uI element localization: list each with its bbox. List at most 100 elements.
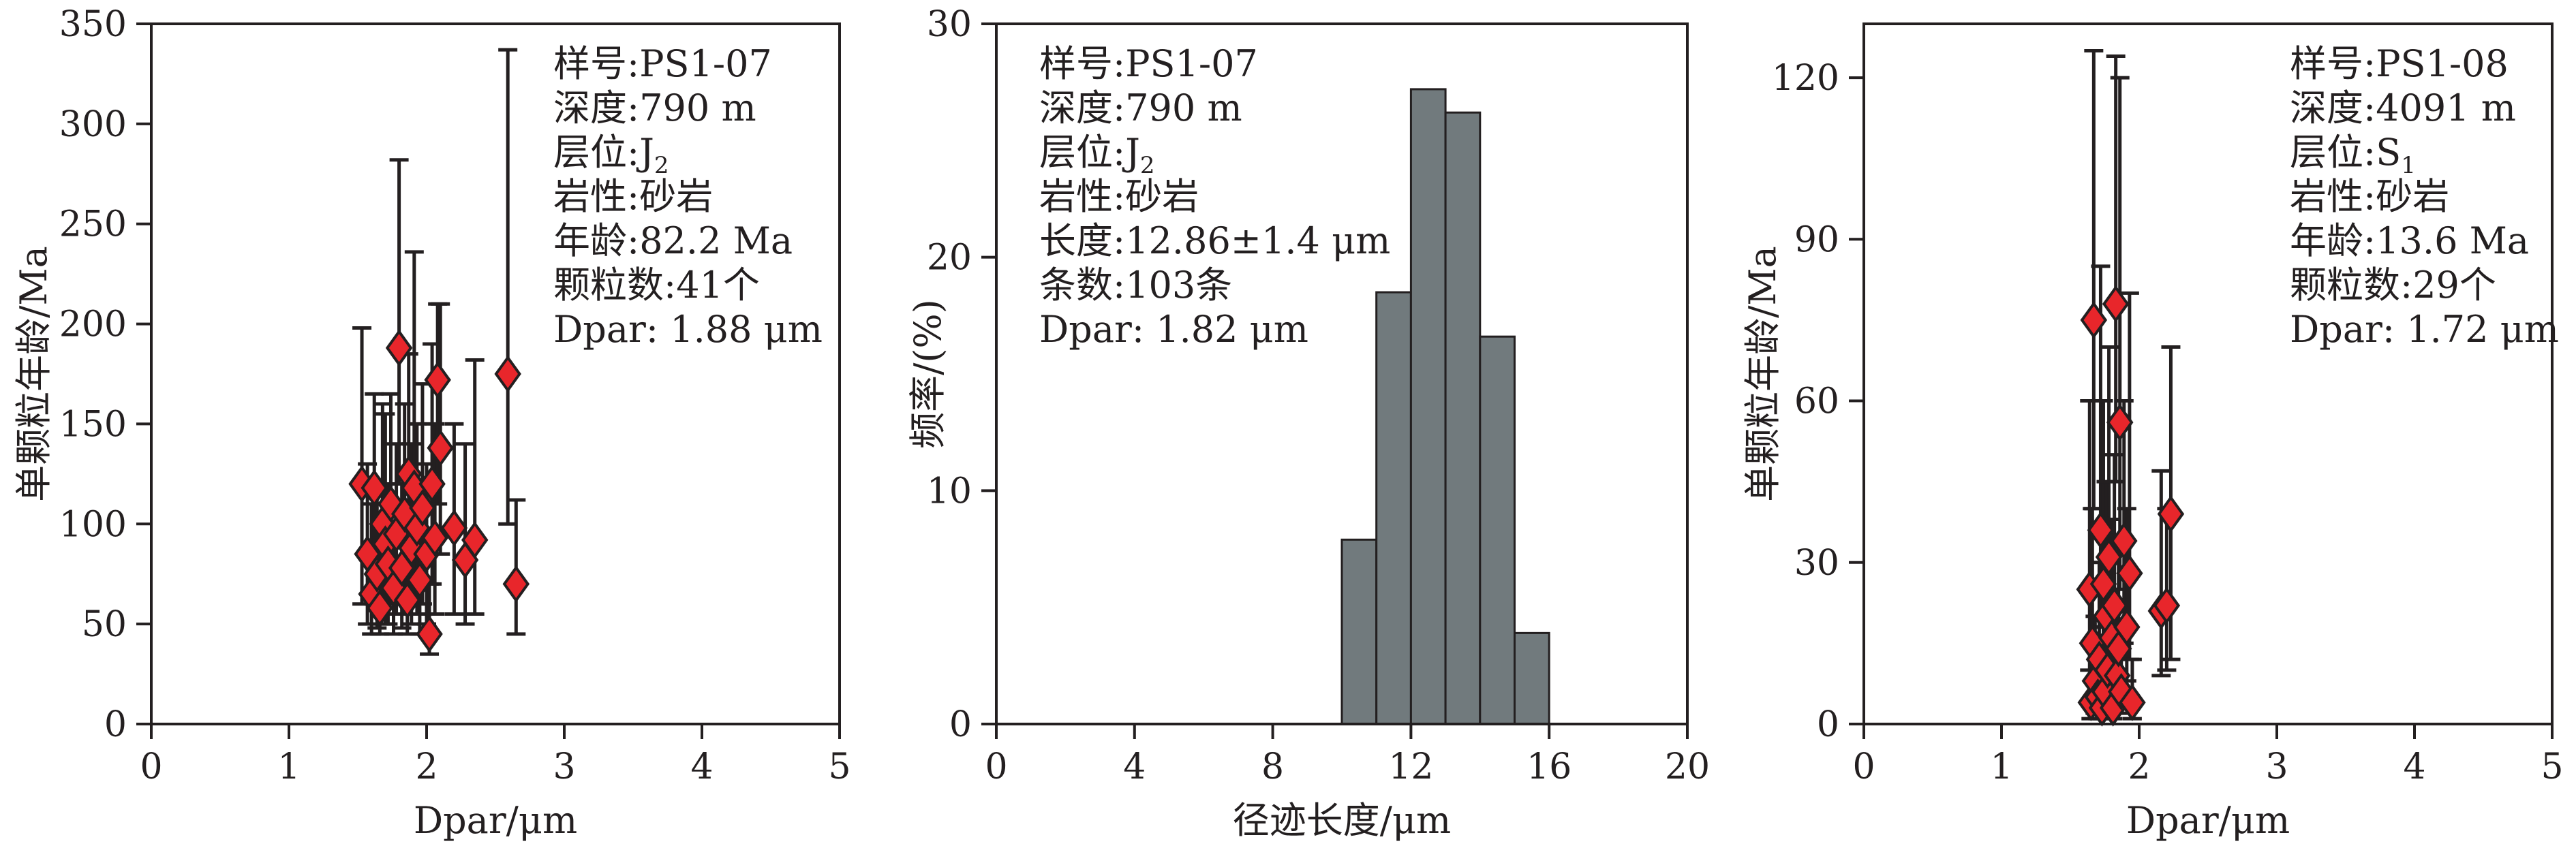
info-separator: : xyxy=(1113,264,1125,307)
info-value: J xyxy=(1122,131,1140,174)
y-axis-label: 单颗粒年龄/Ma xyxy=(1741,246,1784,502)
info-label: 深度 xyxy=(2290,87,2363,129)
info-separator: : xyxy=(1113,175,1125,218)
info-subscript: 2 xyxy=(654,152,669,179)
info-value: 13.6 Ma xyxy=(2376,219,2529,262)
plot-area xyxy=(1340,88,1550,725)
info-label: Dpar xyxy=(553,308,646,351)
info-value: PS1-08 xyxy=(2376,42,2509,85)
data-point-diamond xyxy=(385,329,413,367)
y-tick-label: 90 xyxy=(1794,219,1839,260)
info-separator: : xyxy=(627,42,639,85)
info-line: 条数:103条 xyxy=(1039,264,1232,307)
x-tick-label: 3 xyxy=(553,747,575,787)
x-tick-label: 16 xyxy=(1527,747,1571,787)
info-line: 长度:12.86±1.4 μm xyxy=(1039,219,1390,262)
info-value: 12.86±1.4 μm xyxy=(1125,219,1390,262)
info-label: Dpar xyxy=(1039,308,1132,351)
info-value: 砂岩 xyxy=(2376,175,2449,218)
info-label: 样号 xyxy=(1039,42,1113,85)
x-tick-label: 0 xyxy=(140,747,162,787)
data-point-diamond xyxy=(427,429,454,467)
error-bar xyxy=(465,358,485,616)
info-label: 样号 xyxy=(553,42,627,85)
info-line: 深度:4091 m xyxy=(2290,87,2516,129)
plot-frame xyxy=(1862,22,2554,725)
x-tick-label: 5 xyxy=(2541,747,2563,787)
y-tick-label: 250 xyxy=(59,204,127,245)
info-label: 颗粒数 xyxy=(553,264,664,307)
x-tick-label: 8 xyxy=(1261,747,1284,787)
x-tick-label: 1 xyxy=(1990,747,2012,787)
info-label: 层位 xyxy=(2290,131,2363,174)
info-label: 深度 xyxy=(1039,87,1113,129)
y-tick-label: 350 xyxy=(59,4,127,45)
y-axis-label: 频率/(%) xyxy=(906,299,949,449)
data-point-diamond xyxy=(2157,495,2185,533)
x-tick-label: 5 xyxy=(828,747,850,787)
info-value: 29个 xyxy=(2412,264,2496,307)
data-point-diamond xyxy=(2080,301,2108,339)
info-value: 41个 xyxy=(676,264,760,307)
info-value: 4091 m xyxy=(2376,87,2516,129)
info-line: Dpar: 1.88 μm xyxy=(553,308,823,351)
data-point-diamond xyxy=(2116,554,2143,593)
info-separator: : xyxy=(2363,42,2376,85)
x-axis-label: Dpar/μm xyxy=(2126,799,2290,842)
y-tick-label: 30 xyxy=(1794,543,1839,584)
histogram-bar xyxy=(1375,291,1412,725)
info-label: 层位 xyxy=(553,131,627,174)
info-value: S xyxy=(2376,131,2401,174)
x-tick-label: 3 xyxy=(2265,747,2288,787)
info-label: 岩性 xyxy=(553,175,627,218)
y-tick-label: 20 xyxy=(927,238,972,279)
data-point-diamond xyxy=(2119,683,2146,721)
x-axis-label: Dpar/μm xyxy=(414,799,577,842)
info-value: 1.72 μm xyxy=(2406,308,2559,351)
data-point-diamond xyxy=(494,355,521,393)
info-value: 1.82 μm xyxy=(1156,308,1308,351)
info-value: PS1-07 xyxy=(639,42,772,85)
x-tick-label: 12 xyxy=(1388,747,1433,787)
info-label: 年龄 xyxy=(2290,219,2363,262)
data-point-diamond xyxy=(440,509,468,547)
x-tick-label: 4 xyxy=(1123,747,1146,787)
info-label: 岩性 xyxy=(1039,175,1113,218)
error-bar xyxy=(455,442,475,626)
info-separator: : xyxy=(627,219,639,262)
x-tick-label: 0 xyxy=(985,747,1007,787)
y-tick-label: 200 xyxy=(59,304,127,345)
info-line: 年龄:82.2 Ma xyxy=(553,219,793,262)
info-subscript: 2 xyxy=(1140,152,1155,179)
info-label: Dpar xyxy=(2290,308,2382,351)
info-line: 样号:PS1-07 xyxy=(1039,42,1258,85)
data-point-diamond xyxy=(366,589,394,627)
info-separator: : xyxy=(1113,219,1125,262)
info-subscript: 1 xyxy=(2401,152,2416,179)
info-value: 103条 xyxy=(1125,264,1232,307)
x-tick-label: 20 xyxy=(1665,747,1710,787)
y-tick-label: 100 xyxy=(59,504,127,545)
data-point-diamond xyxy=(2106,403,2134,441)
y-tick-label: 10 xyxy=(927,471,972,512)
error-bar xyxy=(498,48,518,526)
info-line: Dpar: 1.82 μm xyxy=(1039,308,1308,351)
info-line: 岩性:砂岩 xyxy=(2290,175,2449,218)
info-value: 砂岩 xyxy=(639,175,713,218)
info-value: 82.2 Ma xyxy=(639,219,793,262)
info-separator: : xyxy=(2363,87,2376,129)
info-line: 深度:790 m xyxy=(1039,87,1242,129)
info-value: J xyxy=(636,131,654,174)
axis-ticks: 0 4 8 12 16 20 0 10 20 30 xyxy=(927,4,1710,787)
data-point-diamond xyxy=(2113,608,2141,646)
y-tick-label: 300 xyxy=(59,104,127,145)
data-point-diamond xyxy=(2089,565,2117,603)
info-line: 岩性:砂岩 xyxy=(1039,175,1199,218)
data-point-diamond xyxy=(416,615,443,653)
info-line: 颗粒数:41个 xyxy=(553,264,760,307)
x-tick-label: 4 xyxy=(2403,747,2425,787)
